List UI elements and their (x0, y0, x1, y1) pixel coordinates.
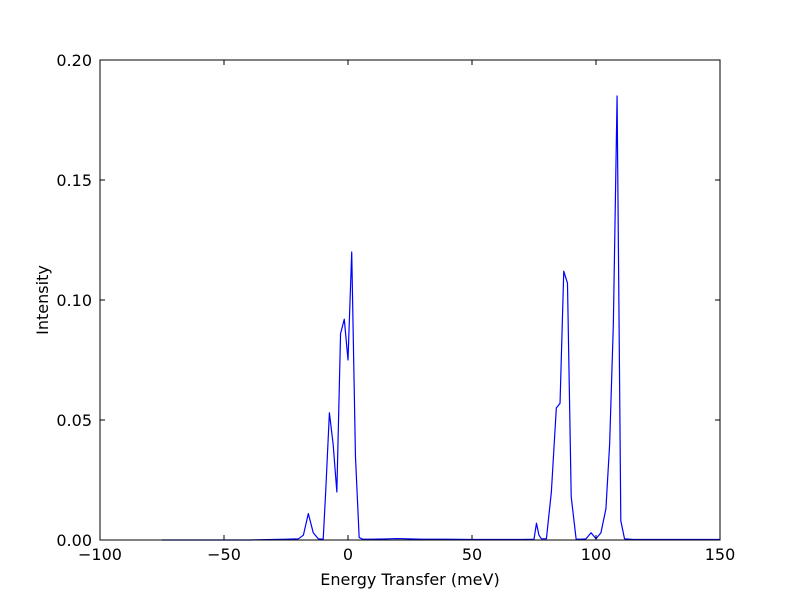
x-tick-label: 150 (705, 545, 736, 564)
y-tick-label: 0.20 (56, 51, 92, 70)
y-tick-label: 0.10 (56, 291, 92, 310)
x-tick-label: −100 (78, 545, 122, 564)
y-axis-label: Intensity (33, 265, 52, 335)
plot-area (100, 60, 720, 540)
y-tick-label: 0.00 (56, 531, 92, 550)
x-tick-label: 0 (343, 545, 353, 564)
x-tick-label: 100 (581, 545, 612, 564)
x-tick-label: −50 (207, 545, 241, 564)
x-axis-label: Energy Transfer (meV) (320, 570, 499, 589)
x-tick-label: 50 (462, 545, 482, 564)
plot-frame (99, 59, 721, 541)
y-tick-label: 0.05 (56, 411, 92, 430)
y-tick-label: 0.15 (56, 171, 92, 190)
